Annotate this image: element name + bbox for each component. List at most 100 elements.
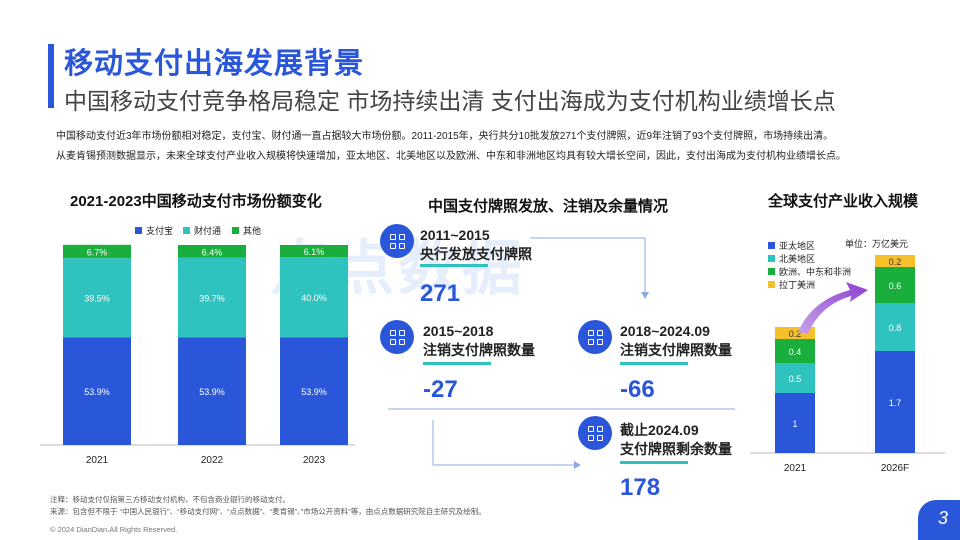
- copyright: © 2024 DianDian.All Rights Reserved.: [50, 525, 178, 534]
- page-subtitle: 中国移动支付竞争格局稳定 市场持续出清 支付出海成为支付机构业绩增长点: [64, 88, 836, 114]
- license-item-4: 截止2024.09 支付牌照剩余数量: [620, 421, 732, 459]
- license-icon: [380, 224, 414, 258]
- share-bar-segment: [280, 337, 348, 445]
- share-data-label: 6.1%: [304, 247, 325, 257]
- share-chart-title: 2021-2023中国移动支付市场份额变化: [70, 193, 322, 210]
- growth-arrow-icon: [798, 282, 868, 334]
- revenue-legend-item: 亚太地区: [768, 239, 815, 252]
- license-item-1-desc: 央行发放支付牌照: [420, 246, 532, 262]
- share-bar-segment: [63, 258, 131, 338]
- license-item-3-desc: 注销支付牌照数量: [620, 342, 732, 358]
- share-bar-segment: [63, 244, 131, 259]
- footer-notes: 注释：移动支付仅指第三方移动支付机构，不包含商业银行的移动支付。 来源：包含但不…: [50, 494, 486, 518]
- share-legend-item: 支付宝: [135, 224, 173, 237]
- license-icon: [578, 416, 612, 450]
- license-section-title: 中国支付牌照发放、注销及余量情况: [428, 198, 669, 215]
- license-item-2-desc: 注销支付牌照数量: [423, 342, 535, 358]
- license-icon: [578, 320, 612, 354]
- revenue-data-label: 1.7: [889, 398, 902, 408]
- share-data-label: 6.4%: [202, 247, 223, 257]
- page-number-box: [918, 500, 960, 540]
- revenue-data-label: 0.5: [789, 374, 802, 384]
- license-item-3-period: 2018~2024.09: [620, 323, 710, 339]
- legend-label: 财付通: [194, 226, 222, 236]
- legend-swatch: [768, 268, 775, 275]
- revenue-bar-segment: [875, 255, 915, 267]
- legend-label: 北美地区: [779, 254, 816, 264]
- legend-swatch: [768, 242, 775, 249]
- legend-swatch: [183, 227, 190, 234]
- legend-swatch: [135, 227, 142, 234]
- share-x-tick-label: 2023: [303, 455, 326, 465]
- revenue-bar-segment: [775, 393, 815, 453]
- share-bar-segment: [178, 257, 246, 338]
- page-title: 移动支付出海发展背景: [64, 48, 365, 80]
- share-data-label: 39.5%: [84, 294, 110, 304]
- legend-label: 其他: [243, 226, 262, 236]
- license-underline: [423, 362, 491, 365]
- share-data-label: 39.7%: [199, 294, 225, 304]
- license-item-1-value: 271: [420, 280, 461, 307]
- revenue-bar-segment: [875, 267, 915, 303]
- revenue-bar-segment: [875, 303, 915, 351]
- license-item-2-period: 2015~2018: [423, 323, 494, 339]
- license-item-4-period: 截止2024.09: [620, 422, 699, 438]
- legend-swatch: [232, 227, 239, 234]
- share-data-label: 53.9%: [84, 387, 110, 397]
- share-bar-segment: [178, 337, 246, 445]
- revenue-legend-item: 北美地区: [768, 252, 815, 265]
- license-item-1: 2011~2015 央行发放支付牌照: [420, 226, 532, 264]
- license-item-3-value: -66: [620, 376, 655, 403]
- license-underline: [420, 264, 488, 267]
- revenue-chart-title: 全球支付产业收入规模: [768, 193, 919, 210]
- revenue-data-label: 1: [792, 419, 797, 429]
- share-data-label: 6.7%: [87, 248, 108, 258]
- revenue-bar-segment: [775, 363, 815, 393]
- share-data-label: 53.9%: [199, 387, 225, 397]
- license-item-3: 2018~2024.09 注销支付牌照数量: [620, 322, 732, 360]
- share-legend-item: 财付通: [183, 224, 221, 237]
- license-item-1-period: 2011~2015: [420, 227, 490, 243]
- license-item-4-desc: 支付牌照剩余数量: [620, 441, 732, 457]
- license-underline: [620, 461, 688, 464]
- revenue-data-label: 0.4: [789, 347, 802, 357]
- license-item-2: 2015~2018 注销支付牌照数量: [423, 322, 535, 360]
- footer-note-1: 注释：移动支付仅指第三方移动支付机构，不包含商业银行的移动支付。: [50, 495, 290, 504]
- legend-swatch: [768, 281, 775, 288]
- share-data-label: 40.0%: [301, 293, 327, 303]
- license-icon: [380, 320, 414, 354]
- title-accent-bar: [48, 44, 54, 108]
- intro-line-1: 中国移动支付近3年市场份额相对稳定，支付宝、财付通一直占据较大市场份额。2011…: [56, 131, 834, 142]
- revenue-chart: 1 0.5 0.4 0.2 2021 1.7 0.8 0.6 0.2 2026F: [750, 255, 945, 474]
- revenue-data-label: 0.8: [889, 323, 902, 333]
- revenue-x-tick-label: 2021: [784, 463, 807, 474]
- share-bar-segment: [280, 257, 348, 338]
- share-bar-segment: [63, 337, 131, 445]
- legend-swatch: [768, 255, 775, 262]
- revenue-bar-segment: [875, 351, 915, 453]
- revenue-legend-item: 欧洲、中东和非洲: [768, 265, 851, 278]
- share-x-tick-label: 2022: [201, 455, 224, 465]
- legend-label: 欧洲、中东和非洲: [779, 267, 852, 277]
- revenue-data-label: 0.6: [889, 281, 902, 291]
- revenue-legend-item: 拉丁美洲: [768, 278, 815, 291]
- legend-label: 拉丁美洲: [779, 280, 816, 290]
- revenue-data-label: 0.2: [889, 257, 902, 267]
- share-x-tick-label: 2021: [86, 455, 109, 465]
- intro-line-2: 从麦肯锡预测数据显示，未来全球支付产业收入规模将快速增加，亚太地区、北美地区以及…: [56, 151, 846, 162]
- revenue-bar-segment: [775, 339, 815, 363]
- share-chart: 53.9% 39.5% 6.7% 2021 53.9% 39.7% 6.4% 2022 53.9…: [40, 244, 355, 465]
- revenue-data-label: 0.2: [789, 329, 802, 339]
- license-item-2-value: -27: [423, 376, 458, 403]
- share-legend-item: 其他: [232, 224, 261, 237]
- intro-text: 中国移动支付近3年市场份额相对稳定，支付宝、财付通一直占据较大市场份额。2011…: [56, 127, 936, 167]
- page-number: 3: [937, 508, 948, 528]
- footer-note-2: 来源：包含但不限于 “中国人民银行”、“移动支付网”、“点点数据”、“麦肯锡”、…: [50, 507, 486, 516]
- license-item-4-value: 178: [620, 474, 661, 501]
- legend-label: 支付宝: [146, 226, 174, 236]
- license-underline: [620, 362, 688, 365]
- revenue-chart-unit: 单位：万亿美元: [845, 239, 909, 249]
- legend-label: 亚太地区: [779, 241, 816, 251]
- share-bar-segment: [178, 245, 246, 258]
